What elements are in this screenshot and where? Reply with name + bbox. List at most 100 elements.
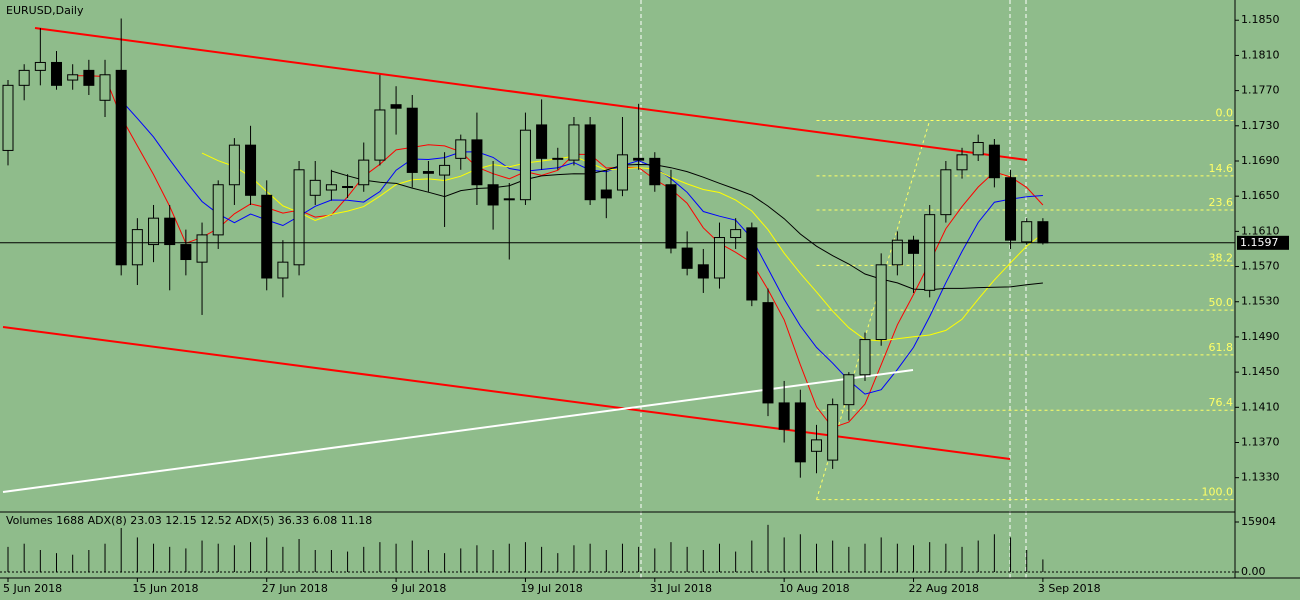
trend-line <box>2 369 914 493</box>
candle-body <box>18 69 30 86</box>
trend-line <box>34 27 1028 161</box>
fib-label: 50.0 <box>1209 296 1234 309</box>
x-tick-label: 5 Jun 2018 <box>3 582 62 595</box>
candle-body <box>293 169 305 266</box>
candle-body <box>487 184 499 206</box>
candle-body <box>1005 177 1017 241</box>
candle-body <box>649 157 661 186</box>
candle-body <box>843 374 855 406</box>
fib-label: 23.6 <box>1209 196 1234 209</box>
y-tick-label: 1.1490 <box>1241 330 1280 343</box>
candle-body <box>455 139 467 159</box>
candle-body <box>536 124 548 159</box>
candle-body <box>164 217 176 246</box>
indicator-label: Volumes 1688 ADX(8) 23.03 12.15 12.52 AD… <box>6 514 372 527</box>
candle-body <box>762 302 774 404</box>
candle-body <box>212 184 224 236</box>
candle-body <box>374 109 386 161</box>
candle-body <box>261 194 273 279</box>
candle-body <box>277 261 289 279</box>
trend-line <box>2 326 1011 460</box>
candle-body <box>875 264 887 341</box>
x-tick-label: 15 Jun 2018 <box>132 582 198 595</box>
candle-body <box>406 107 418 173</box>
candle-body <box>390 104 402 109</box>
x-tick-label: 3 Sep 2018 <box>1038 582 1101 595</box>
y-tick-label: 1.1610 <box>1241 224 1280 237</box>
fib-label: 61.8 <box>1209 341 1234 354</box>
candle-body <box>811 439 822 452</box>
candle-body <box>439 164 451 176</box>
candle-body <box>148 217 160 246</box>
candle-body <box>2 84 14 151</box>
candle-body <box>681 247 693 269</box>
candles <box>2 18 1049 478</box>
x-tick-label: 31 Jul 2018 <box>650 582 712 595</box>
moving-average <box>72 75 1044 429</box>
candle-body <box>34 61 46 71</box>
candle-body <box>956 154 968 171</box>
y-tick-label: 1.1570 <box>1241 260 1280 273</box>
candle-body <box>519 129 531 201</box>
candle-body <box>891 239 903 266</box>
fib-label: 100.0 <box>1202 486 1234 499</box>
y-tick-label: 1.1410 <box>1241 400 1280 413</box>
y-tick-label: 1.1770 <box>1241 84 1280 97</box>
candle-body <box>228 144 240 186</box>
candle-body <box>83 69 95 86</box>
candle-body <box>665 184 677 249</box>
y-tick-label: 1.1850 <box>1241 13 1280 26</box>
candle-body <box>794 402 806 463</box>
axes: 1.1850 1.1810 1.1770 1.1730 1.1690 1.1650 1.16… <box>0 13 1289 595</box>
fib-label: 14.6 <box>1209 162 1234 175</box>
current-price-box <box>1237 235 1289 250</box>
y-tick-label: 1.1690 <box>1241 154 1280 167</box>
volume-tick-label: 15904 <box>1241 515 1276 528</box>
x-tick-label: 27 Jun 2018 <box>262 582 328 595</box>
candle-body <box>131 229 143 266</box>
candle-body <box>1037 221 1049 244</box>
candle-body <box>422 171 434 174</box>
x-tick-label: 22 Aug 2018 <box>909 582 979 595</box>
candle-body <box>940 169 952 216</box>
candle-body <box>309 179 321 196</box>
candle-body <box>924 214 936 291</box>
y-tick-label: 1.1450 <box>1241 365 1280 378</box>
fib-label: 0.0 <box>1216 107 1234 120</box>
candle-body <box>325 184 337 191</box>
candle-body <box>568 124 580 161</box>
candle-body <box>115 69 127 266</box>
y-tick-label: 1.1370 <box>1241 436 1280 449</box>
y-tick-label: 1.1530 <box>1241 295 1280 308</box>
candle-body <box>471 139 483 186</box>
y-tick-label: 1.1330 <box>1241 471 1280 484</box>
candle-body <box>908 239 920 254</box>
x-tick-label: 19 Jul 2018 <box>520 582 582 595</box>
candle-body <box>616 154 628 191</box>
candle-body <box>600 189 612 199</box>
candle-body <box>746 227 758 301</box>
current-price-label: 1.1597 <box>1240 236 1279 249</box>
chart-title: EURUSD,Daily <box>6 4 84 17</box>
candle-body <box>51 61 63 86</box>
candle-body <box>730 229 742 239</box>
candle-body <box>358 159 370 186</box>
volume-tick-label: 0.00 <box>1241 565 1266 578</box>
candle-body <box>342 186 354 189</box>
candle-body <box>633 157 645 161</box>
candle-body <box>584 124 596 201</box>
candle-body <box>778 402 790 430</box>
candle-body <box>245 144 257 196</box>
x-tick-label: 9 Jul 2018 <box>391 582 446 595</box>
candle-body <box>827 404 839 461</box>
candle-body <box>196 234 208 263</box>
x-tick-label: 10 Aug 2018 <box>779 582 849 595</box>
fib-label: 38.2 <box>1209 251 1234 264</box>
candle-body <box>67 74 79 81</box>
candle-body <box>1021 221 1033 243</box>
candle-body <box>180 244 192 261</box>
candle-body <box>859 339 871 376</box>
fib-label: 76.4 <box>1209 396 1234 409</box>
